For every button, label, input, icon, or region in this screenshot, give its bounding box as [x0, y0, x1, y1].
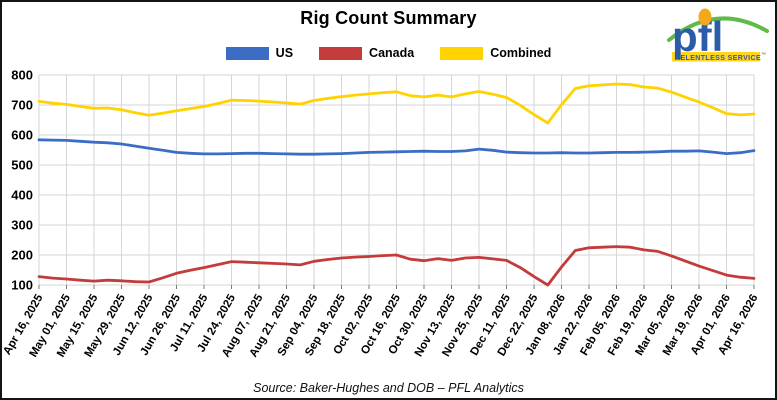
- logo-arc-icon: [667, 16, 769, 42]
- legend-label: Combined: [490, 46, 552, 60]
- y-tick-label: 800: [11, 68, 33, 83]
- logo-wordmark: pfl: [672, 13, 723, 60]
- legend-swatch: [319, 46, 363, 60]
- y-tick-label: 300: [11, 218, 33, 233]
- chart-legend: US Canada Combined: [2, 46, 775, 60]
- legend-label: US: [275, 46, 294, 60]
- series-line-canada: [37, 245, 756, 287]
- legend-item-us: US: [225, 46, 294, 60]
- y-tick-label: 700: [11, 98, 33, 113]
- logo-dot-icon: [698, 8, 712, 26]
- legend-swatch: [440, 46, 484, 60]
- logo-tm: ™: [761, 52, 766, 58]
- legend-swatch: [225, 46, 269, 60]
- y-tick-label: 600: [11, 128, 33, 143]
- pfl-logo: pfl RELENTLESS SERVICE ™: [666, 5, 770, 63]
- y-tick-label: 400: [11, 188, 33, 203]
- y-tick-label: 100: [11, 278, 33, 293]
- y-tick-label: 200: [11, 248, 33, 263]
- logo-tagline: RELENTLESS SERVICE: [675, 55, 761, 62]
- legend-item-combined: Combined: [440, 46, 551, 60]
- legend-item-canada: Canada: [319, 46, 414, 60]
- logo-bar: [672, 52, 760, 62]
- source-note: Source: Baker-Hughes and DOB – PFL Analy…: [253, 381, 524, 395]
- series-line-us: [37, 138, 756, 156]
- series-line-combined: [37, 82, 756, 125]
- legend-label: Canada: [369, 46, 415, 60]
- y-tick-label: 500: [11, 158, 33, 173]
- chart-title: Rig Count Summary: [300, 8, 477, 28]
